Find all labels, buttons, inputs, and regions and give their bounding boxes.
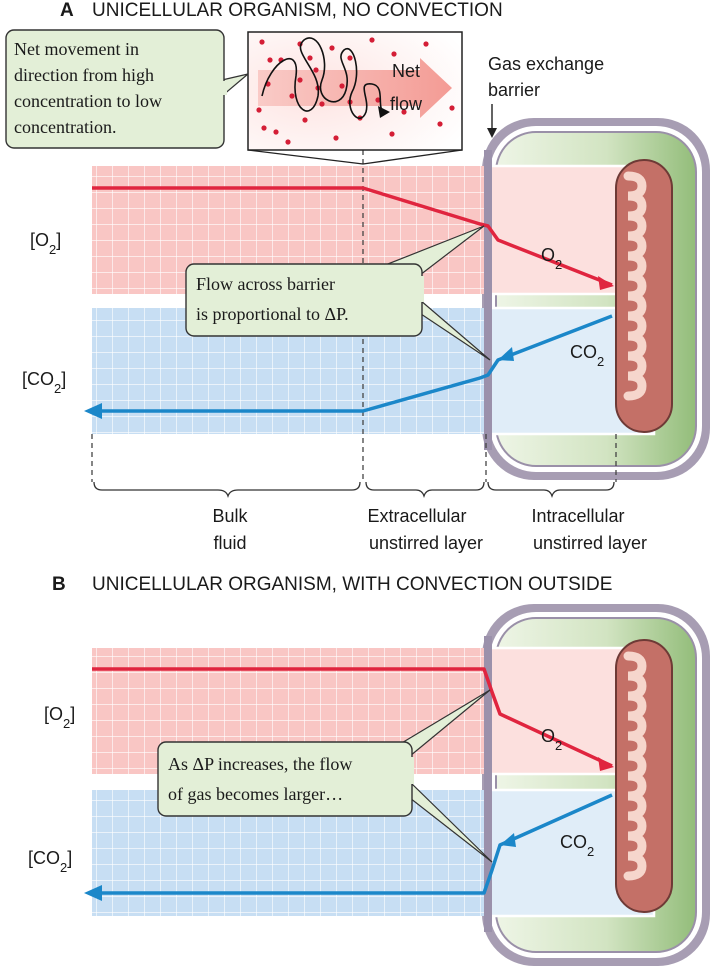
intracellular-label-line2: unstirred layer: [533, 533, 647, 553]
inset-callout-line2: direction from high: [14, 65, 154, 85]
panel-b-letter: B: [52, 574, 66, 595]
gas-exchange-barrier-b: [484, 636, 492, 932]
inset-callout-line3: concentration to low: [14, 91, 162, 111]
flow-label: flow: [390, 94, 423, 114]
extracellular-label-line1: Extracellular: [367, 506, 466, 526]
random-walk-path: [261, 37, 385, 119]
flow-callout-a-line2: is proportional to ΔP.: [196, 304, 349, 324]
net-flow-arrow: [258, 58, 452, 118]
o2-gradient-line-a: [92, 186, 613, 287]
bulk-label-line2: fluid: [213, 533, 246, 553]
bulk-brace: [93, 481, 361, 499]
o2-axis-label-a: [O2]: [30, 230, 61, 257]
flow-callout-a-line1: Flow across barrier: [196, 274, 335, 294]
flow-callout-a: Flow across barrier is proportional to Δ…: [185, 225, 491, 361]
mitochondrion-b: [615, 639, 673, 913]
net-label: Net: [392, 61, 420, 81]
co2-gradient-line-a: [100, 314, 613, 413]
flow-callout-b-line1: As ΔP increases, the flow: [168, 754, 352, 774]
diffusion-inset: Net flow: [247, 31, 463, 165]
bulk-label-line1: Bulk: [212, 506, 248, 526]
barrier-pointer-arrow: [487, 128, 497, 138]
barrier-label-line1: Gas exchange: [488, 54, 604, 74]
panel-b-title: UNICELLULAR ORGANISM, WITH CONVECTION OU…: [92, 574, 612, 595]
panel-a: A UNICELLULAR ORGANISM, NO CONVECTION: [5, 0, 710, 553]
extracellular-label-line2: unstirred layer: [369, 533, 483, 553]
panel-a-title: UNICELLULAR ORGANISM, NO CONVECTION: [92, 0, 503, 21]
co2-axis-label-a: [CO2]: [22, 369, 66, 396]
o2-arrowhead-a: [598, 276, 614, 290]
flow-callout-b: As ΔP increases, the flow of gas becomes…: [157, 689, 493, 863]
o2-axis-label-b: [O2]: [44, 704, 75, 731]
inset-callout-line4: concentration.: [14, 117, 116, 137]
extracellular-brace: [365, 481, 485, 499]
panel-b: B UNICELLULAR ORGANISM, WITH CONVECTION …: [28, 574, 710, 966]
inset-callout: Net movement in direction from high conc…: [5, 29, 249, 149]
co2-arrowhead-a: [84, 403, 102, 419]
barrier-label-line2: barrier: [488, 80, 540, 100]
mitochondrion-a: [615, 159, 673, 433]
flow-callout-b-line2: of gas becomes larger…: [168, 784, 343, 804]
panel-a-letter: A: [60, 0, 74, 21]
gas-exchange-barrier-a: [484, 150, 492, 450]
intracellular-label-line1: Intracellular: [531, 506, 624, 526]
co2-gradient-line-b: [100, 793, 613, 895]
inset-callout-line1: Net movement in: [14, 39, 139, 59]
intracellular-brace: [487, 481, 615, 499]
co2-axis-label-b: [CO2]: [28, 848, 72, 875]
particles: [256, 37, 455, 145]
o2-gradient-line-b: [92, 667, 613, 768]
